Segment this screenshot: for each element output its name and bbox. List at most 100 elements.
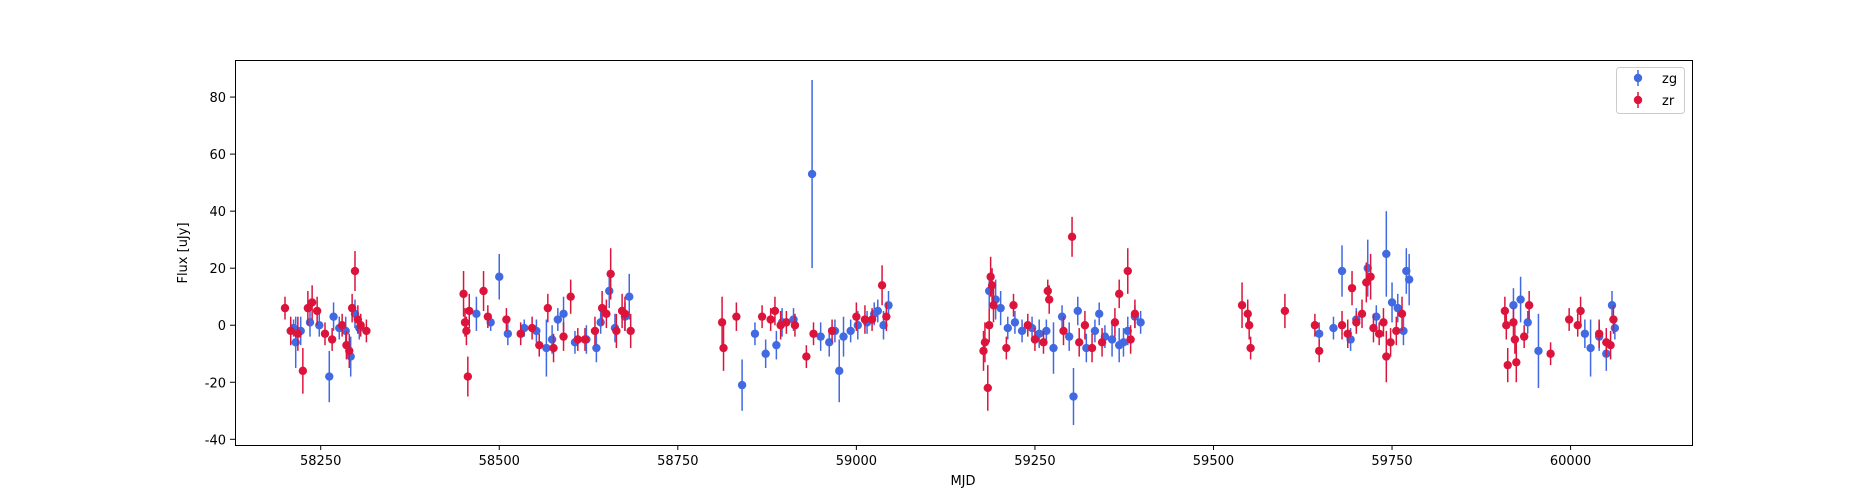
data-point [1586,343,1595,353]
data-point [566,292,575,301]
data-point [1042,326,1051,336]
data-point [1337,321,1347,330]
data-point [1073,306,1082,316]
data-point [1310,321,1320,330]
data-point [766,315,775,324]
data-point [816,332,825,341]
data-point [337,321,347,330]
data-point [625,292,634,301]
data-point [1382,352,1391,361]
data-point [737,380,747,390]
data-point [460,318,470,327]
data-point [852,312,861,321]
data-point [347,303,357,313]
data-point [1610,323,1620,333]
data-point [543,303,553,313]
legend-entry-zg: zg [1633,70,1677,87]
data-point [329,312,338,321]
data-point [979,346,988,356]
data-point [1369,323,1378,333]
data-point [527,323,537,333]
data-point [291,338,300,347]
x-axis-label: MJD [950,474,975,489]
data-point [853,321,862,330]
data-point [732,312,741,321]
data-point [1107,335,1117,344]
data-point [1379,318,1388,327]
x-tick-label: 58250 [300,454,341,469]
data-point [516,329,525,338]
y-tick-label: 60 [209,148,226,163]
y-tick-label: 80 [209,91,226,106]
data-point [459,289,468,299]
data-point [1393,303,1402,313]
data-point [1594,329,1604,338]
data-point [465,306,474,316]
y-tick-label: -20 [205,376,226,391]
data-point [495,272,504,281]
data-point [1095,309,1104,319]
data-point [1352,318,1361,327]
y-axis-label: Flux [uJy] [176,222,191,283]
data-point [1503,360,1512,370]
data-point [1057,312,1067,321]
data-point [1387,298,1397,307]
data-point [293,329,303,338]
data-point [1362,278,1371,287]
data-point [1039,338,1048,347]
data-point [1119,338,1128,347]
data-point [620,309,630,319]
data-point [873,306,882,316]
data-point [1502,321,1511,330]
data-point [1023,321,1032,330]
y-tick-label: 20 [209,262,226,277]
data-point [1010,318,1020,327]
data-point [867,315,877,324]
x-tick-label: 59000 [836,454,877,469]
data-point [1404,275,1414,284]
data-point [1402,266,1411,276]
legend-label: zg [1662,72,1677,87]
data-point [298,366,308,376]
y-tick-label: 0 [218,319,226,334]
axes-frame [235,60,1693,446]
data-point [1130,309,1140,319]
data-point [1372,312,1381,321]
data-point [1067,232,1077,242]
data-point [1397,309,1407,319]
data-point [303,303,313,313]
data-point [1357,309,1367,319]
data-point [1509,301,1518,310]
data-point [325,372,334,381]
data-point [882,312,891,321]
data-point [472,309,481,319]
data-point [320,329,330,338]
y-tick-label: -40 [205,433,226,448]
data-point [503,329,513,338]
data-point [1347,283,1357,293]
data-point [626,326,635,336]
data-point [1043,286,1052,296]
data-point [1110,318,1120,327]
data-point [1512,358,1521,367]
data-point [1399,326,1408,336]
data-point [1003,323,1012,333]
data-point [1524,301,1534,310]
data-point [1069,392,1078,401]
data-point [1366,272,1375,281]
data-point [1049,343,1058,353]
y-tick-label: 40 [209,205,226,220]
data-point [884,301,893,310]
data-point [1523,318,1532,327]
data-point [1035,329,1044,338]
y-axis-ticks: -40 -20 0 20 40 60 80 [205,91,235,448]
x-tick-label: 59500 [1193,454,1234,469]
data-point [839,332,848,341]
data-point [1280,306,1290,316]
data-point [770,306,780,316]
data-point [356,321,365,330]
data-point [985,321,994,330]
data-point [1045,295,1054,304]
data-point [827,326,837,336]
